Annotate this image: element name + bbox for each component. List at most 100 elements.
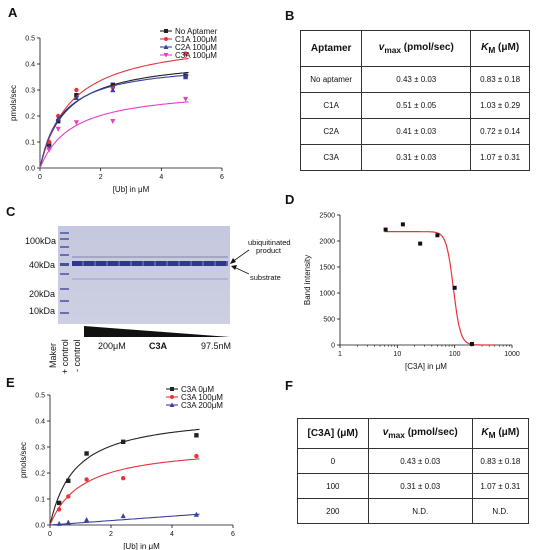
- data-point: [193, 511, 199, 517]
- data-point: [452, 285, 457, 290]
- table-cell: 0.41 ± 0.03: [361, 118, 472, 145]
- data-point: [194, 433, 199, 438]
- y-tick-label: 500: [323, 317, 335, 324]
- gel-arrows: [230, 249, 250, 275]
- y-tick-label: 0.0: [35, 523, 45, 530]
- marker-band: [60, 300, 69, 302]
- marker-band: [60, 288, 69, 290]
- x-tick-label: 4: [170, 531, 174, 538]
- data-point: [163, 44, 169, 49]
- table-cell: 100: [297, 473, 369, 499]
- mw-label-40: 40kDa: [29, 260, 56, 270]
- data-point: [65, 519, 71, 525]
- y-axis-label: pmols/sec: [19, 442, 28, 478]
- table-f-header-vmax: vmax (pmol/sec): [367, 418, 473, 449]
- table-b: Aptamer vmax (pmol/sec) KM (μM) No aptam…: [299, 30, 530, 171]
- mw-label-10: 10kDa: [29, 306, 56, 316]
- x-tick-label: 2: [99, 174, 103, 181]
- y-tick-label: 1000: [319, 291, 335, 298]
- data-point: [56, 119, 61, 124]
- data-point: [121, 439, 126, 444]
- data-point: [56, 500, 62, 506]
- chart-d: 1 10 100 1000 0 500 1000 1500 2000 2500 [C3A] in μ…: [303, 213, 520, 372]
- marker-band: [60, 273, 69, 275]
- marker-band: [60, 232, 69, 234]
- data-point: [183, 96, 189, 102]
- data-point: [194, 453, 199, 459]
- data-point: [169, 402, 175, 407]
- x-tick-label: 6: [231, 531, 235, 538]
- x-axis-label: [Ub] in μM: [123, 542, 160, 550]
- x-tick-label: 0: [48, 531, 52, 538]
- y-tick-label: 0: [331, 343, 335, 350]
- y-tick-label: 0.5: [35, 393, 45, 400]
- table-cell: C3A: [299, 144, 363, 171]
- concentration-wedge: [84, 326, 230, 337]
- table-cell: 0.43 ± 0.03: [361, 66, 472, 93]
- panel-letter-b: B: [285, 8, 295, 23]
- annotation-substrate: substrate: [250, 273, 281, 282]
- y-tick-label: 2000: [319, 239, 335, 246]
- marker-band: [60, 246, 69, 248]
- table-cell: 0.31 ± 0.03: [361, 144, 472, 171]
- data-point: [110, 82, 115, 87]
- y-tick-label: 0.1: [25, 140, 35, 147]
- legend-entry-a-1: C1A 100μM: [175, 35, 217, 44]
- marker-band: [60, 263, 69, 266]
- data-point: [56, 507, 62, 512]
- table-cell: No aptamer: [299, 66, 363, 93]
- data-point: [110, 119, 116, 124]
- faint-band: [72, 278, 228, 280]
- table-row: No aptamer 0.43 ± 0.03 0.83 ± 0.18: [299, 66, 530, 93]
- data-point: [66, 494, 71, 499]
- data-point: [73, 120, 79, 126]
- data-point: [170, 395, 174, 399]
- table-cell: 0.43 ± 0.03: [367, 448, 473, 474]
- x-axis-label: [Ub] in μM: [113, 185, 150, 194]
- panel-letter-c: C: [6, 204, 16, 219]
- x-tick-label: 6: [220, 174, 224, 181]
- y-tick-label: 0.4: [35, 419, 45, 426]
- fit-curve: [39, 57, 189, 169]
- table-cell: 0.31 ± 0.03: [367, 473, 473, 499]
- data-point: [84, 477, 89, 482]
- table-f: [C3A] (μM) vmax (pmol/sec) KM (μM) 0 0.4…: [297, 418, 530, 524]
- fit-curve: [49, 513, 200, 526]
- table-row: C2A 0.41 ± 0.03 0.72 ± 0.14: [299, 118, 530, 145]
- chart-e: 0 2 4 6 0.0 0.1 0.2 0.3 0.4 0.5 [Ub] in μM pmols/se…: [19, 385, 235, 550]
- table-cell: 0: [297, 448, 369, 474]
- legend-entry-e-0: C3A 0μM: [181, 385, 214, 394]
- substrate-band: [72, 261, 228, 266]
- table-b-header-aptamer: Aptamer: [299, 30, 363, 67]
- panel-letter-a: A: [8, 5, 18, 20]
- table-f-header-conc: [C3A] (μM): [297, 418, 369, 449]
- y-tick-label: 0.3: [25, 88, 35, 95]
- fit-curve: [49, 458, 200, 526]
- table-cell: 0.51 ± 0.05: [361, 92, 472, 119]
- data-point: [74, 87, 79, 93]
- x-tick-label: 2: [109, 531, 113, 538]
- x-tick-label: 0: [38, 174, 42, 181]
- data-point: [110, 87, 116, 93]
- data-point: [418, 241, 423, 246]
- compound-label: C3A: [149, 341, 168, 351]
- table-b-header-km: KM (μM): [470, 30, 530, 67]
- data-point: [84, 451, 89, 456]
- table-row: C3A 0.31 ± 0.03 1.07 ± 0.31: [299, 144, 530, 171]
- data-point: [55, 115, 61, 121]
- table-row: C1A 0.51 ± 0.05 1.03 ± 0.29: [299, 92, 530, 119]
- table-row: 0 0.43 ± 0.03 0.83 ± 0.18: [297, 448, 530, 474]
- annotation-product: ubiquitinated: [248, 238, 291, 247]
- data-point: [121, 476, 126, 481]
- data-point: [469, 341, 474, 346]
- data-point: [163, 53, 169, 58]
- y-tick-label: 0.4: [25, 62, 35, 69]
- data-point: [183, 51, 188, 56]
- y-axis-label: pmols/sec: [9, 85, 18, 121]
- y-tick-label: 1500: [319, 265, 335, 272]
- legend-entry-a-0: No Aptamer: [175, 27, 218, 36]
- data-point: [400, 222, 405, 227]
- data-point: [55, 126, 61, 132]
- y-tick-label: 0.3: [35, 445, 45, 452]
- table-cell: 200: [297, 498, 369, 524]
